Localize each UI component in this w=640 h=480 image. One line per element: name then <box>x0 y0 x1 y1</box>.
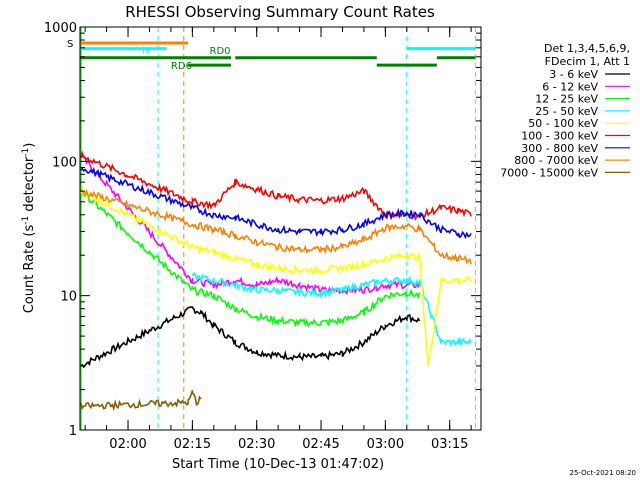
x-tick-label: 02:30 <box>238 437 275 452</box>
series-line-0 <box>80 306 421 369</box>
legend-entry-label: 6 - 12 keV <box>542 80 598 93</box>
flag-label-rd6: RD6 <box>171 61 192 72</box>
x-axis-label: Start Time (10-Dec-13 01:47:02) <box>172 457 384 472</box>
x-tick-label: 03:00 <box>367 437 404 452</box>
y-tick-label: 10 <box>60 290 77 305</box>
series-line-2 <box>80 191 421 328</box>
legend-entry-label: 25 - 50 keV <box>535 105 598 118</box>
series-line-1 <box>80 155 421 296</box>
y-tick-label: 100 <box>52 155 77 170</box>
flag-label-s: S <box>67 39 73 50</box>
series-line-7 <box>80 188 472 265</box>
plot-lines-layer <box>80 27 476 430</box>
legend-entry-label: 7000 - 15000 keV <box>500 166 598 179</box>
legend-entry-label: 100 - 300 keV <box>521 130 598 143</box>
legend-header-detectors: Det 1,3,4,5,6,9, <box>544 42 630 55</box>
legend-entry-label: 800 - 7000 keV <box>514 154 598 167</box>
y-tick-label: 1 <box>69 424 77 439</box>
x-tick-label: 02:15 <box>174 437 211 452</box>
plot-frame <box>79 26 482 431</box>
legend-entry-label: 300 - 800 keV <box>521 142 598 155</box>
x-tick-label: 02:00 <box>109 437 146 452</box>
legend-header-fdecim: FDecim 1, Att 1 <box>545 55 630 68</box>
timestamp: 25-Oct-2021 08:20 <box>570 469 636 477</box>
series-line-6 <box>80 166 472 240</box>
series-line-4 <box>80 186 472 366</box>
series-line-3 <box>191 272 472 348</box>
x-axis-ticks: 02:00 02:15 02:30 02:45 03:00 03:15 <box>84 27 472 452</box>
series-line-5 <box>80 150 472 221</box>
legend-entry-label: 50 - 100 keV <box>528 117 598 130</box>
legend: Det 1,3,4,5,6,9, FDecim 1, Att 1 3 - 6 k… <box>500 42 630 179</box>
chart-title: RHESSI Observing Summary Count Rates <box>125 3 435 21</box>
legend-entry-label: 12 - 25 keV <box>535 93 598 106</box>
legend-entry-label: 3 - 6 keV <box>549 68 598 81</box>
series-line-8 <box>80 390 202 412</box>
y-axis-ticks: 1 10 100 1000 <box>44 21 481 439</box>
x-tick-label: 03:15 <box>431 437 468 452</box>
y-tick-label: 1000 <box>44 21 77 36</box>
flag-label-rd0: RD0 <box>210 46 231 57</box>
y-axis-label: Count Rate (s-1 detector-1) <box>21 143 37 314</box>
x-tick-label: 02:45 <box>302 437 339 452</box>
flag-label-n: N <box>142 46 149 57</box>
flag-bars-layer: S N RD0 RD6 <box>67 39 476 72</box>
